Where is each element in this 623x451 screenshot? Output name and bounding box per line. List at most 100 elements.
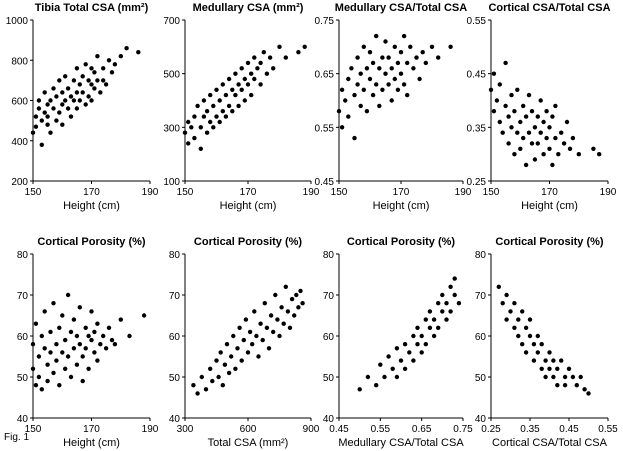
- data-point: [226, 370, 232, 376]
- panel-title: Cortical Porosity (%): [495, 236, 604, 248]
- data-point: [245, 82, 251, 87]
- data-point: [497, 119, 502, 125]
- data-point: [250, 342, 255, 347]
- data-point: [89, 82, 94, 87]
- data-point: [283, 55, 288, 60]
- data-point: [204, 109, 210, 114]
- data-point: [448, 284, 453, 289]
- y-tick-label: 70: [17, 291, 29, 302]
- data-point: [80, 74, 85, 79]
- data-point: [551, 374, 556, 380]
- x-tick-label: 170: [393, 187, 410, 198]
- data-point: [101, 66, 106, 71]
- data-point: [95, 54, 100, 59]
- data-point: [518, 146, 523, 151]
- data-point: [223, 114, 229, 119]
- data-point: [216, 374, 221, 380]
- data-point: [336, 109, 342, 114]
- panel-title: Medullary CSA (mm²): [193, 2, 304, 14]
- data-point: [260, 337, 265, 343]
- data-point: [591, 146, 596, 151]
- data-point: [374, 33, 379, 39]
- data-point: [527, 317, 533, 322]
- data-point: [74, 90, 80, 95]
- data-point: [267, 55, 273, 60]
- data-point: [535, 114, 540, 119]
- y-tick-label: 50: [169, 373, 181, 384]
- data-point: [191, 383, 196, 388]
- data-point: [509, 125, 514, 130]
- data-point: [68, 94, 74, 99]
- x-tick-label: 190: [142, 187, 159, 198]
- data-point: [395, 60, 401, 66]
- data-point: [380, 87, 385, 93]
- data-point: [195, 103, 200, 109]
- data-point: [512, 301, 517, 306]
- data-point: [39, 387, 44, 392]
- data-point: [51, 86, 56, 91]
- data-point: [352, 92, 357, 98]
- data-point: [532, 157, 538, 162]
- data-point: [398, 358, 404, 363]
- data-point: [529, 109, 535, 114]
- data-point: [249, 92, 254, 98]
- data-point: [109, 337, 115, 343]
- data-point: [411, 333, 416, 339]
- data-point: [217, 98, 222, 103]
- data-point: [411, 66, 416, 71]
- data-point: [559, 358, 564, 363]
- data-point: [92, 70, 97, 75]
- data-point: [570, 135, 576, 141]
- data-point: [562, 374, 568, 380]
- data-point: [448, 309, 453, 314]
- data-point: [141, 313, 147, 318]
- data-point: [45, 378, 50, 384]
- data-point: [343, 98, 348, 103]
- data-point: [516, 333, 521, 339]
- data-point: [65, 106, 71, 111]
- data-point: [118, 54, 124, 59]
- data-point: [582, 387, 587, 392]
- data-point: [33, 321, 39, 326]
- data-point: [401, 33, 407, 39]
- data-point: [264, 325, 270, 330]
- data-point: [491, 109, 497, 114]
- data-point: [349, 66, 354, 71]
- data-point: [526, 130, 532, 135]
- y-tick-label: 0.45: [467, 70, 487, 81]
- data-point: [512, 325, 517, 330]
- data-point: [386, 55, 391, 60]
- y-tick-label: 800: [11, 56, 28, 67]
- data-point: [281, 321, 286, 326]
- x-tick-label: 0.75: [453, 424, 473, 435]
- data-point: [39, 333, 44, 339]
- data-point: [45, 122, 50, 127]
- y-tick-label: 60: [169, 332, 181, 343]
- data-point: [515, 130, 520, 135]
- data-point: [74, 333, 80, 339]
- x-axis-label: Cortical CSA/Total CSA: [492, 437, 608, 449]
- data-point: [233, 92, 238, 98]
- data-point: [89, 337, 94, 343]
- data-point: [547, 146, 552, 151]
- data-point: [74, 106, 80, 111]
- y-tick-label: 300: [163, 123, 180, 134]
- data-point: [358, 71, 363, 76]
- data-point: [555, 366, 560, 371]
- data-point: [245, 350, 251, 355]
- data-point: [65, 292, 71, 298]
- data-point: [523, 114, 529, 119]
- data-point: [503, 103, 508, 109]
- data-point: [252, 76, 257, 82]
- data-point: [80, 378, 85, 384]
- data-point: [83, 62, 88, 67]
- data-point: [39, 118, 44, 123]
- data-point: [523, 162, 529, 168]
- data-point: [74, 362, 80, 367]
- data-point: [54, 342, 59, 347]
- data-point: [402, 366, 408, 371]
- data-point: [277, 333, 282, 339]
- data-point: [258, 321, 263, 326]
- data-point: [440, 292, 445, 298]
- y-tick-label: 80: [475, 250, 487, 261]
